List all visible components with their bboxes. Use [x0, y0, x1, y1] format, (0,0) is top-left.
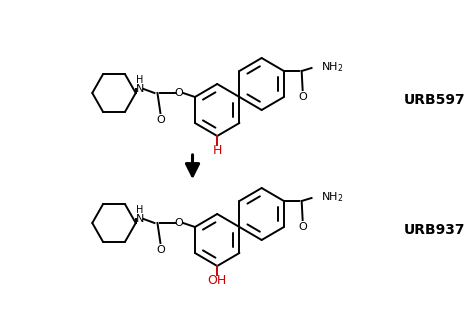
Text: O: O	[175, 88, 184, 98]
Text: URB937: URB937	[404, 223, 465, 237]
Text: H: H	[136, 205, 143, 215]
Text: H: H	[136, 75, 143, 85]
Text: O: O	[298, 92, 307, 102]
Text: NH$_2$: NH$_2$	[321, 190, 344, 204]
Text: N: N	[135, 84, 144, 94]
Text: NH$_2$: NH$_2$	[321, 60, 344, 74]
Text: O: O	[156, 115, 165, 125]
Text: O: O	[156, 245, 165, 255]
Text: URB597: URB597	[404, 93, 465, 107]
Text: H: H	[212, 144, 222, 156]
Text: O: O	[298, 222, 307, 232]
Text: OH: OH	[208, 274, 227, 286]
Text: O: O	[175, 218, 184, 228]
Text: N: N	[135, 214, 144, 224]
